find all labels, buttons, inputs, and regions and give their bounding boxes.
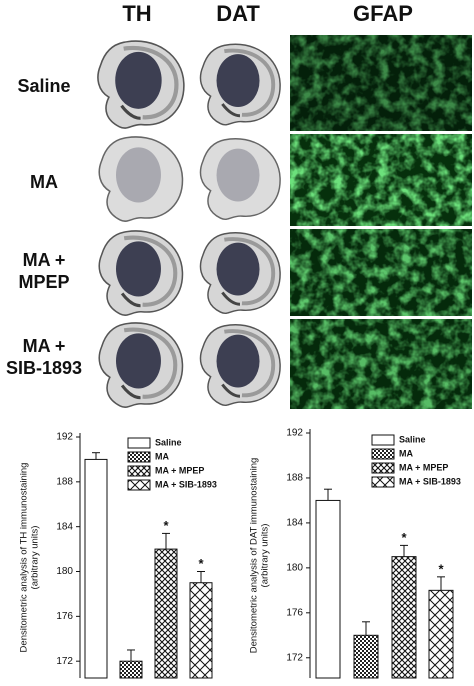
y-tick-label: 176 xyxy=(286,607,303,618)
gfap-stain xyxy=(290,35,472,131)
row-label: SIB-1893 xyxy=(6,358,82,378)
gfap-stain xyxy=(290,134,472,226)
legend-swatch xyxy=(371,434,395,446)
legend-swatch xyxy=(371,462,395,474)
dat-image xyxy=(200,44,280,125)
y-tick-label: 184 xyxy=(56,521,73,532)
gfap-stain xyxy=(290,229,472,316)
legend-swatch xyxy=(127,479,151,491)
th-image xyxy=(99,323,182,407)
legend-swatch xyxy=(127,451,151,463)
bar xyxy=(119,660,143,679)
column-header: DAT xyxy=(216,1,260,26)
bar xyxy=(315,499,341,679)
y-tick-label: 172 xyxy=(56,656,73,667)
legend-label: MA + MPEP xyxy=(399,462,448,472)
bar xyxy=(154,548,178,679)
row-label: MA xyxy=(30,172,58,192)
bar xyxy=(391,556,417,679)
dat-image xyxy=(199,137,281,221)
legend-swatch xyxy=(127,465,151,477)
y-tick-label: 188 xyxy=(286,473,303,484)
row-label: Saline xyxy=(17,76,70,96)
row-label: MA + xyxy=(23,250,66,270)
y-axis-label: (arbitrary units) xyxy=(30,526,41,590)
th-image xyxy=(99,231,182,315)
y-tick-label: 192 xyxy=(286,428,303,439)
column-header: GFAP xyxy=(353,1,413,26)
significance-marker: * xyxy=(198,556,204,571)
th-image xyxy=(98,136,184,222)
legend-label: MA xyxy=(155,451,169,461)
significance-marker: * xyxy=(401,530,407,545)
bar xyxy=(353,634,379,679)
significance-marker: * xyxy=(163,518,169,533)
y-tick-label: 172 xyxy=(286,652,303,663)
y-tick-label: 180 xyxy=(286,563,303,574)
legend-label: MA + MPEP xyxy=(155,465,204,475)
legend-swatch xyxy=(127,437,151,449)
bar xyxy=(428,589,454,679)
th-image xyxy=(98,41,184,128)
legend-swatch xyxy=(371,448,395,460)
legend-swatch xyxy=(371,476,395,488)
y-tick-label: 184 xyxy=(286,518,303,529)
y-axis-label: (arbitrary units) xyxy=(260,524,271,588)
bar xyxy=(84,458,108,679)
dat-image xyxy=(200,233,280,314)
legend-label: Saline xyxy=(399,434,426,444)
significance-marker: * xyxy=(438,561,444,576)
dat-image xyxy=(200,325,280,406)
gfap-stain xyxy=(290,319,472,409)
column-header: TH xyxy=(122,1,151,26)
legend-label: MA + SIB-1893 xyxy=(155,479,217,489)
bar xyxy=(189,582,213,679)
legend-label: Saline xyxy=(155,437,182,447)
legend-label: MA xyxy=(399,448,413,458)
image-panels xyxy=(98,35,472,409)
y-axis-label: Densitometric analysis of TH immunostain… xyxy=(19,463,30,653)
y-tick-label: 180 xyxy=(56,566,73,577)
y-axis-label: Densitometric analysis of DAT immunostai… xyxy=(249,458,260,654)
y-tick-label: 176 xyxy=(56,611,73,622)
y-tick-label: 188 xyxy=(56,476,73,487)
row-label: MA + xyxy=(23,336,66,356)
y-tick-label: 192 xyxy=(56,432,73,443)
row-label: MPEP xyxy=(18,272,69,292)
legend-label: MA + SIB-1893 xyxy=(399,476,461,486)
